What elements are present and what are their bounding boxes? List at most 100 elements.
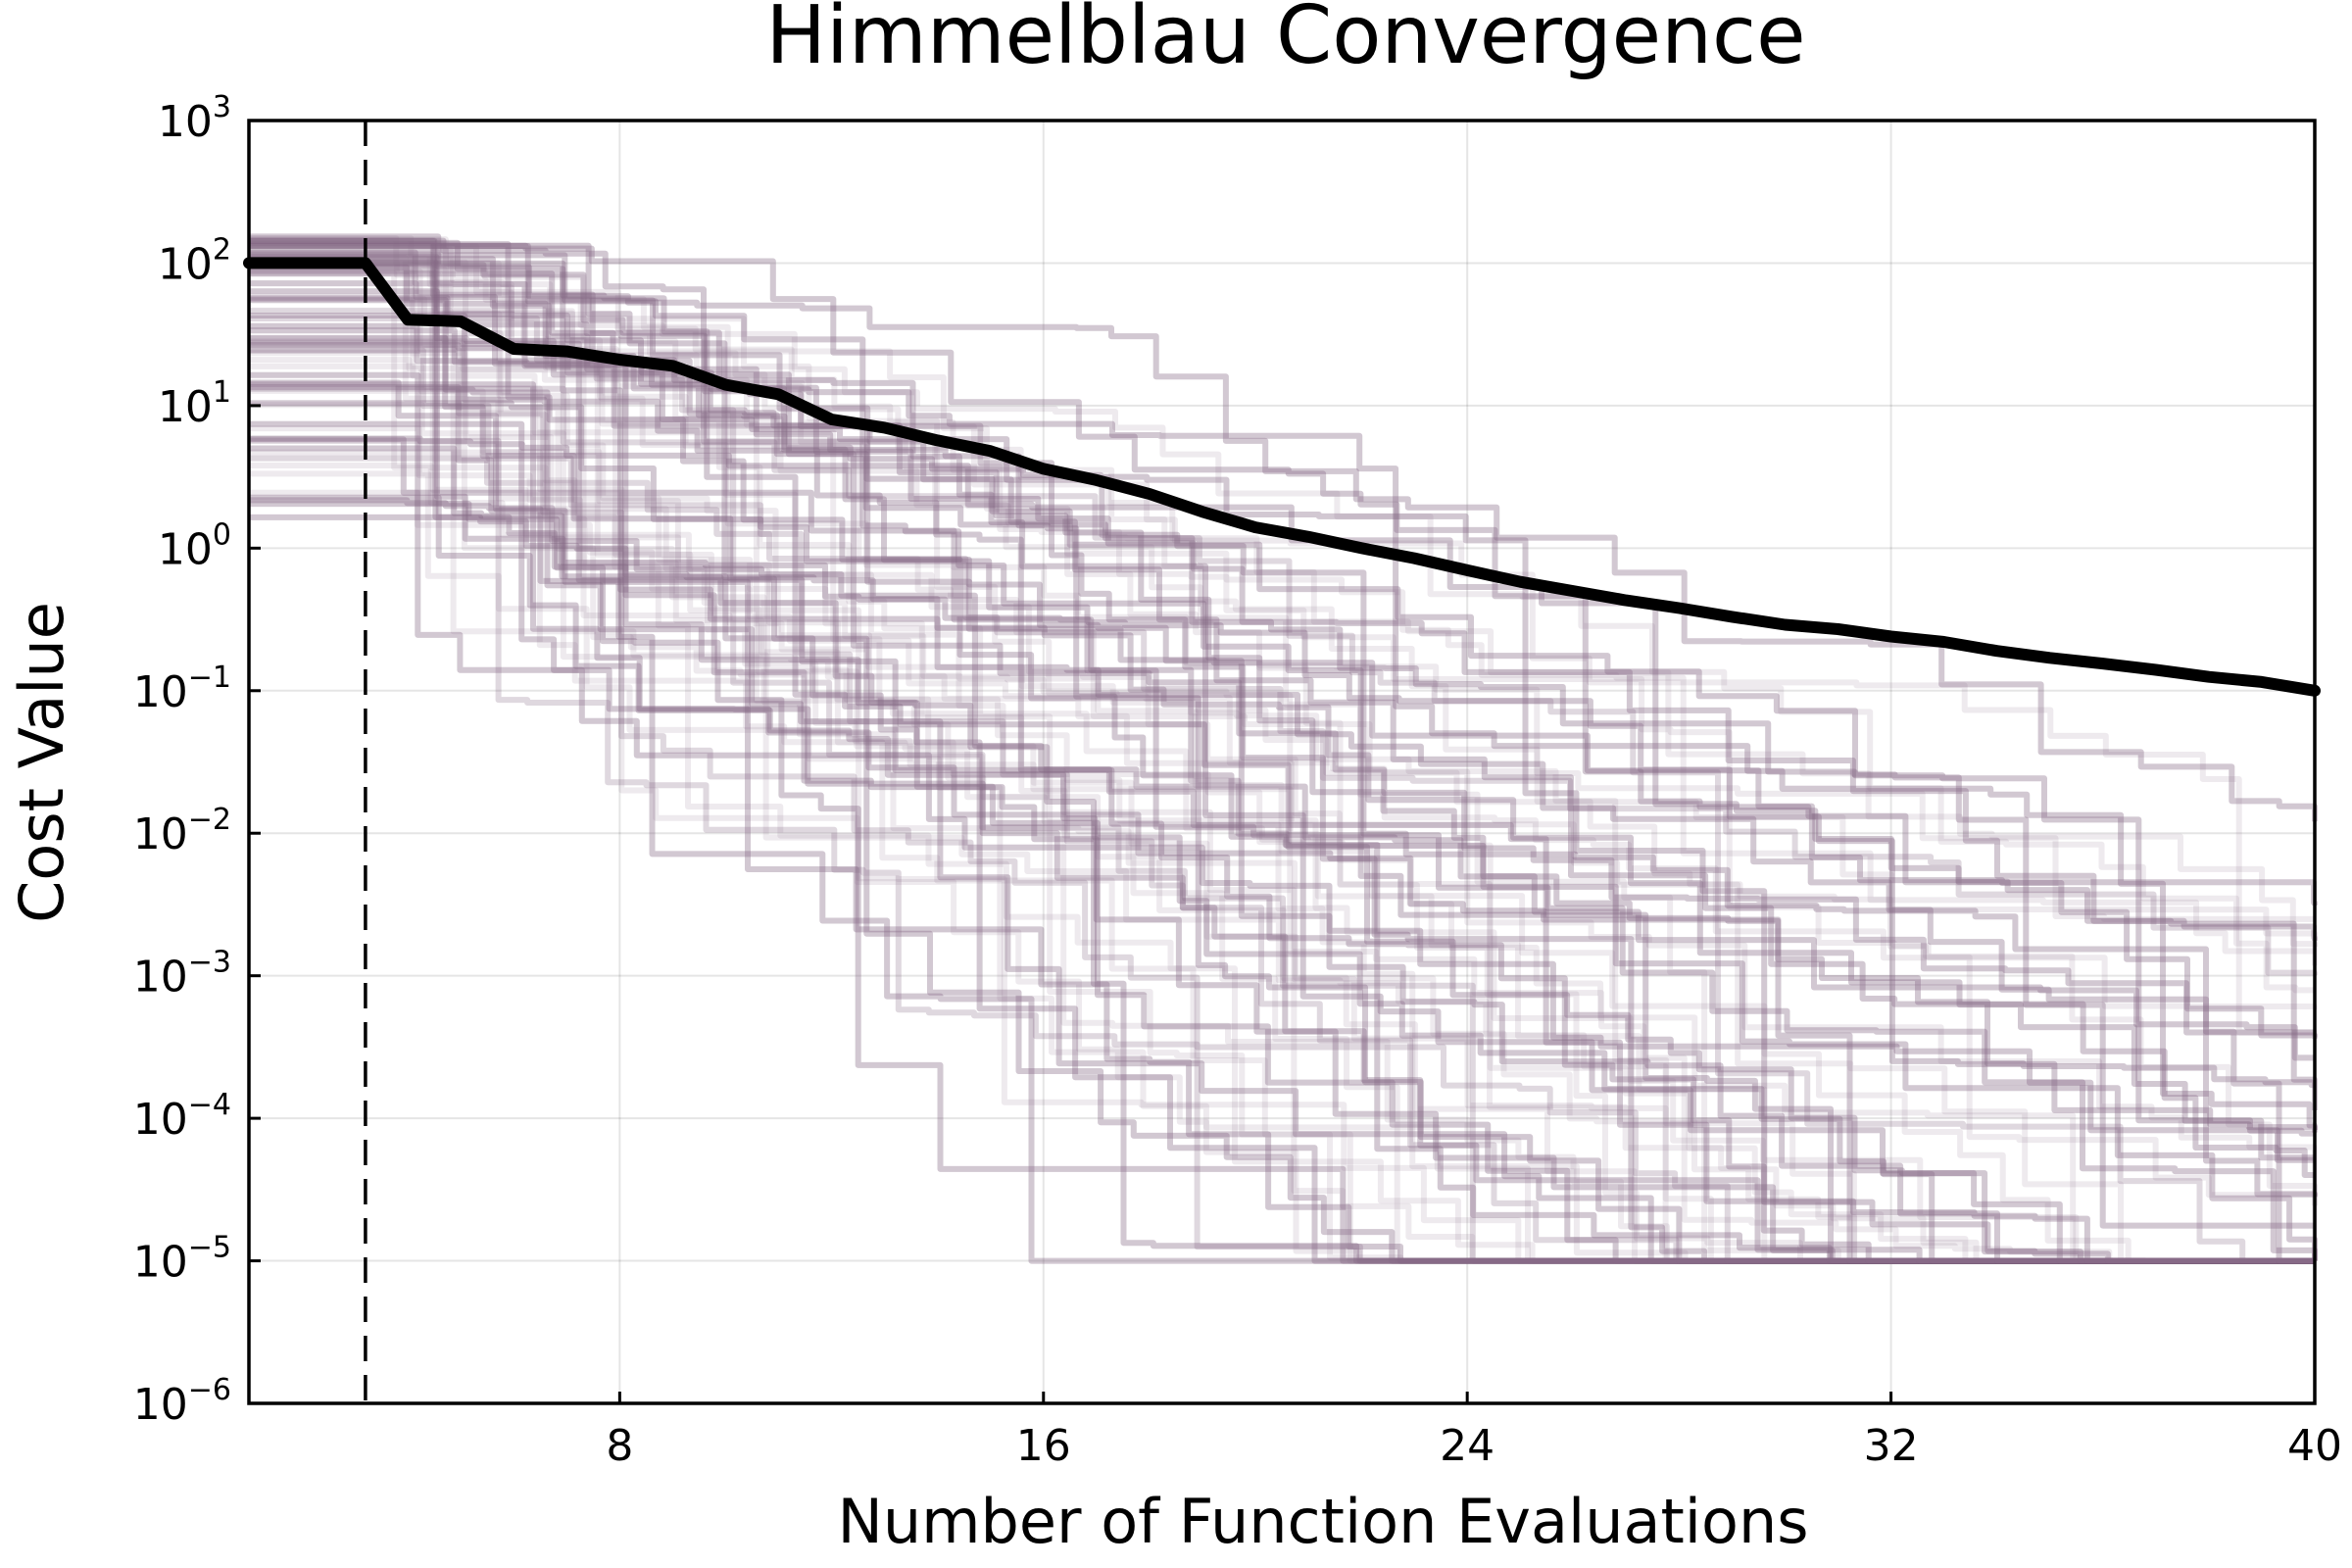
trial-line-136 xyxy=(249,252,2315,1163)
trial-line-120 xyxy=(249,237,2315,1061)
trial-line-57 xyxy=(249,420,2315,1264)
trial-line-141 xyxy=(249,379,2315,1264)
trial-line-32 xyxy=(249,350,2315,1264)
x-axis-label: Number of Function Evaluations xyxy=(837,1486,1808,1557)
y-tick-base: 10 xyxy=(133,1095,188,1145)
trial-line-63 xyxy=(249,256,2315,1264)
trial-line-117 xyxy=(249,340,2315,1264)
trial-line-67 xyxy=(249,494,2315,1264)
trial-line-87 xyxy=(249,243,2315,1264)
trial-line-60 xyxy=(249,436,2318,1261)
trial-line-8 xyxy=(249,249,2315,1264)
trial-line-22 xyxy=(249,269,2315,1264)
trial-line-6 xyxy=(249,265,2318,1037)
trial-line-169 xyxy=(249,295,2315,1178)
y-tick-exponent: 1 xyxy=(213,375,231,410)
plot-frame xyxy=(247,119,2317,1405)
y-tick-exponent: −3 xyxy=(188,946,231,980)
trial-line-84 xyxy=(249,445,2315,1264)
y-tick-label-7: 101 xyxy=(158,375,231,432)
trial-line-26 xyxy=(249,363,2315,1264)
trial-line-16 xyxy=(249,339,2315,1264)
y-tick-label-4: 10−2 xyxy=(133,803,231,859)
trial-line-124 xyxy=(249,346,2315,1264)
x-tick-label-8: 8 xyxy=(606,1421,633,1471)
y-tick-label-5: 10−1 xyxy=(133,661,231,717)
y-tick-exponent: −1 xyxy=(188,661,231,695)
y-tick-base: 10 xyxy=(158,239,213,289)
trial-line-159 xyxy=(249,327,2315,1036)
trial-line-58 xyxy=(249,239,2315,1264)
trial-line-116 xyxy=(249,241,2318,1039)
trial-line-105 xyxy=(249,239,2315,1264)
trial-line-4 xyxy=(249,255,2315,1264)
trial-line-36 xyxy=(249,384,2315,1264)
trial-line-160 xyxy=(249,342,2318,1198)
trial-line-45 xyxy=(249,514,2315,1264)
y-tick-base: 10 xyxy=(133,1380,188,1430)
trial-line-66 xyxy=(249,342,2318,1198)
trial-line-25 xyxy=(249,489,2318,966)
median-series-line xyxy=(243,257,2321,697)
trial-line-70 xyxy=(249,340,2315,1264)
trial-line-148 xyxy=(249,371,2315,1264)
y-tick-label-9: 103 xyxy=(158,90,231,147)
x-tick-label-40: 40 xyxy=(2287,1421,2342,1471)
trial-line-85 xyxy=(249,297,2315,1264)
trial-line-97 xyxy=(249,288,2318,1131)
y-tick-exponent: −5 xyxy=(188,1231,231,1265)
trial-line-129 xyxy=(249,313,2315,1264)
trial-line-12 xyxy=(249,259,2315,1264)
trial-line-118 xyxy=(249,400,2318,1261)
y-tick-exponent: −4 xyxy=(188,1088,231,1122)
y-tick-label-6: 100 xyxy=(158,517,231,574)
trial-line-73 xyxy=(249,237,2315,1061)
trial-line-133 xyxy=(249,270,2315,1264)
trial-line-127 xyxy=(249,455,2318,976)
trial-line-39 xyxy=(249,270,2315,1264)
trial-line-59 xyxy=(249,497,2315,1089)
y-tick-base: 10 xyxy=(158,524,213,574)
trial-line-7 xyxy=(249,235,2318,1261)
trial-line-165 xyxy=(249,400,2318,1261)
trial-line-156 xyxy=(249,501,2315,1264)
trial-line-17 xyxy=(249,236,2315,922)
trial-line-44 xyxy=(249,334,2315,1264)
trial-line-3 xyxy=(249,259,2315,1264)
trial-line-96 xyxy=(249,259,2315,1264)
x-tick-label-16: 16 xyxy=(1016,1421,1071,1471)
trial-line-10 xyxy=(249,308,2315,1264)
y-tick-base: 10 xyxy=(158,97,213,147)
trial-line-163 xyxy=(249,241,2318,1039)
y-tick-base: 10 xyxy=(133,1238,188,1288)
trial-line-154 xyxy=(249,436,2318,1261)
trial-line-125 xyxy=(249,316,2315,1264)
y-tick-exponent: 0 xyxy=(213,517,231,552)
trial-line-103 xyxy=(249,381,2315,1264)
trial-line-110 xyxy=(249,256,2315,1264)
trial-line-91 xyxy=(249,334,2315,1264)
trial-line-104 xyxy=(249,420,2315,1264)
trial-line-142 xyxy=(249,237,2315,1264)
trial-line-92 xyxy=(249,514,2315,1264)
trial-line-123 xyxy=(249,437,2315,1264)
trial-line-33 xyxy=(249,425,2315,1264)
trial-line-75 xyxy=(249,295,2315,1178)
x-tick-label-24: 24 xyxy=(1440,1421,1494,1471)
trial-line-86 xyxy=(249,270,2315,1264)
trial-line-135 xyxy=(249,237,2315,1137)
y-tick-label-1: 10−5 xyxy=(133,1231,231,1288)
trial-line-76 xyxy=(249,437,2315,1264)
chart-title: Himmelblau Convergence xyxy=(765,0,1805,82)
trial-line-130 xyxy=(249,384,2315,1264)
y-tick-base: 10 xyxy=(158,382,213,432)
x-tick-label-32: 32 xyxy=(1864,1421,1919,1471)
trial-line-90 xyxy=(249,233,2318,822)
trial-line-152 xyxy=(249,239,2315,1264)
y-tick-label-2: 10−4 xyxy=(133,1088,231,1145)
trial-line-50 xyxy=(249,288,2318,1131)
trial-line-95 xyxy=(249,237,2315,1264)
trial-line-13 xyxy=(249,235,2315,1264)
trial-line-106 xyxy=(249,497,2315,1089)
